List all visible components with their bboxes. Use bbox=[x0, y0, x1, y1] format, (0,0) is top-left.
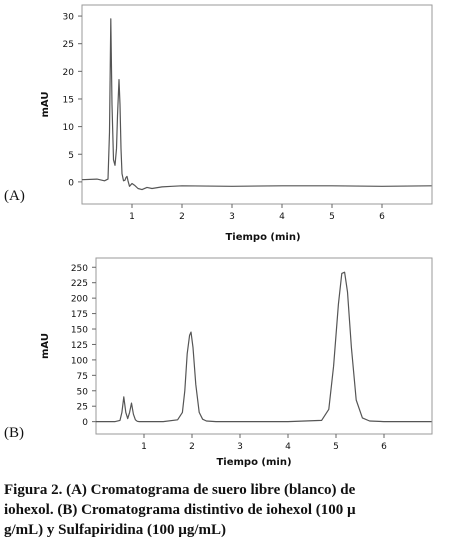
y-tick-label: 25 bbox=[63, 40, 74, 50]
y-tick-label: 200 bbox=[71, 295, 88, 305]
y-tick-label: 15 bbox=[63, 95, 74, 105]
y-tick-label: 0 bbox=[68, 178, 74, 188]
figure-caption: Figura 2. (A) Cromatograma de suero libr… bbox=[4, 480, 466, 540]
x-tick-label: 1 bbox=[141, 442, 147, 452]
y-tick-label: 125 bbox=[71, 341, 88, 351]
panel-label-a: (A) bbox=[4, 188, 25, 204]
y-tick-label: 5 bbox=[68, 151, 74, 161]
y-tick-label: 0 bbox=[82, 418, 88, 428]
x-tick-label: 4 bbox=[285, 442, 291, 452]
y-tick-label: 10 bbox=[63, 123, 75, 133]
y-tick-label: 30 bbox=[63, 13, 75, 23]
x-axis-title: Tiempo (min) bbox=[225, 232, 300, 243]
y-axis-title: mAU bbox=[40, 333, 51, 359]
x-tick-label: 4 bbox=[279, 212, 285, 222]
series-line bbox=[96, 271, 432, 423]
x-axis-title: Tiempo (min) bbox=[216, 457, 291, 468]
y-tick-label: 175 bbox=[71, 310, 88, 320]
y-tick-label: 225 bbox=[71, 279, 88, 289]
y-tick-label: 250 bbox=[71, 264, 88, 274]
y-tick-label: 150 bbox=[71, 326, 88, 336]
caption-line-3: g/mL) y Sulfapiridina (100 µg/mL) bbox=[4, 522, 226, 538]
chart-panel-b: 0 25 50 75 100 125 150 175 200 225 250 1 2 3 4 5 6 Tiempo… bbox=[0, 250, 468, 476]
y-tick-label: 50 bbox=[77, 387, 89, 397]
y-tick-label: 100 bbox=[71, 356, 88, 366]
chart-a-svg: 0 5 10 15 20 25 30 1 2 3 4 5 6 Tiempo (min) mAU bbox=[40, 4, 433, 243]
y-axis-title: mAU bbox=[40, 92, 51, 118]
caption-figure-number: Figura 2. bbox=[4, 482, 63, 498]
plot-frame bbox=[95, 257, 433, 435]
caption-text-1: (A) Cromatograma de suero libre (blanco)… bbox=[66, 482, 356, 498]
x-tick-label: 6 bbox=[379, 212, 385, 222]
x-tick-label: 2 bbox=[179, 212, 185, 222]
caption-line-2: iohexol. (B) Cromatograma distintivo de … bbox=[4, 502, 356, 518]
chart-b-svg: 0 25 50 75 100 125 150 175 200 225 250 1 2 3 4 5 6 Tiempo… bbox=[40, 257, 433, 468]
y-tick-label: 75 bbox=[77, 372, 88, 382]
y-tick-label: 25 bbox=[77, 403, 88, 413]
y-tick-label: 20 bbox=[63, 68, 75, 78]
x-tick-label: 2 bbox=[189, 442, 195, 452]
plot-frame bbox=[81, 4, 433, 205]
x-tick-label: 6 bbox=[381, 442, 387, 452]
x-tick-label: 1 bbox=[129, 212, 135, 222]
x-tick-label: 5 bbox=[329, 212, 335, 222]
caption-line-1: Figura 2. (A) Cromatograma de suero libr… bbox=[4, 480, 466, 500]
x-tick-label: 3 bbox=[237, 442, 243, 452]
x-tick-label: 5 bbox=[333, 442, 339, 452]
series-line bbox=[81, 18, 432, 191]
x-tick-label: 3 bbox=[229, 212, 235, 222]
chart-panel-a: 0 5 10 15 20 25 30 1 2 3 4 5 6 Tiempo (min) mAU (A) bbox=[0, 0, 468, 250]
panel-label-b: (B) bbox=[4, 425, 24, 441]
